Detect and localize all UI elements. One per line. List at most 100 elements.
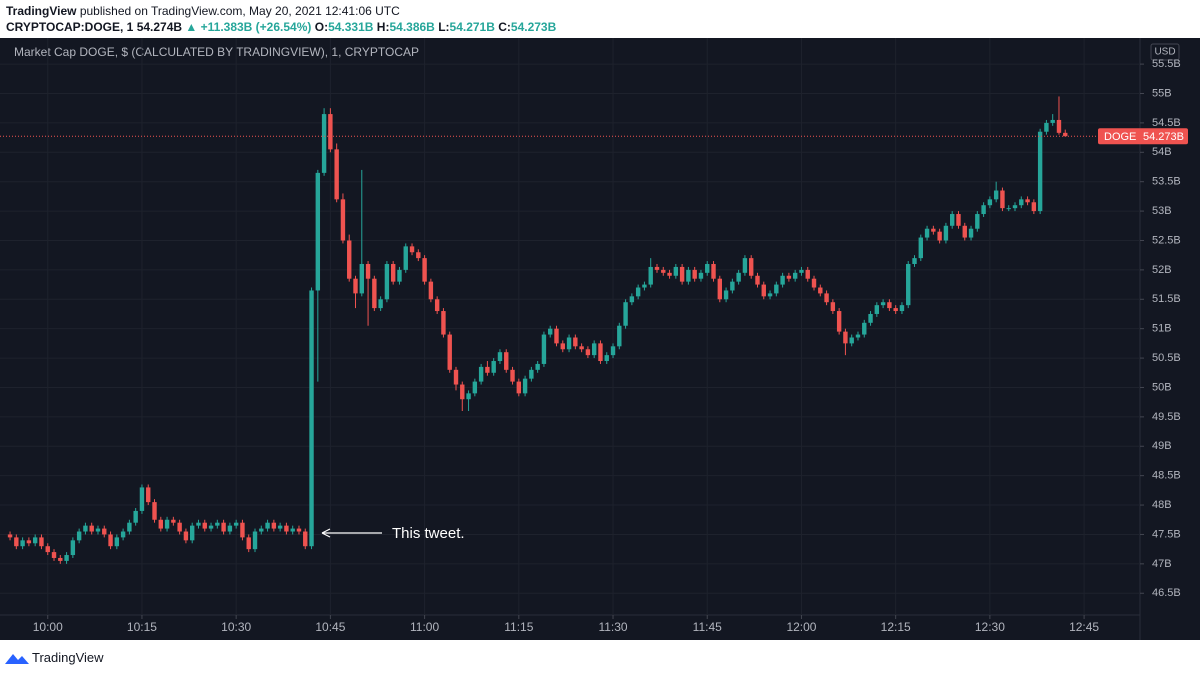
candle-body (755, 275, 760, 285)
candle-body (403, 246, 408, 270)
candle-body (277, 525, 283, 529)
symbol-line: CRYPTOCAP:DOGE, 1 54.274B ▲ +11.383B (+2… (6, 20, 556, 34)
annotation-arrowhead (321, 528, 331, 538)
candle-body (723, 290, 729, 300)
x-tick-label: 10:30 (221, 620, 251, 634)
y-tick-label: 50.5B (1152, 352, 1181, 364)
candle-body (705, 264, 710, 273)
logo-shape (5, 654, 29, 664)
y-tick-label: 49.5B (1152, 411, 1181, 423)
candles (7, 96, 1068, 564)
candle-body (353, 278, 358, 294)
candle-body (309, 290, 314, 547)
candle-body (372, 278, 377, 309)
candle-body (328, 114, 333, 150)
candle-body (824, 293, 829, 303)
candle-body (579, 346, 584, 350)
candle-body (774, 284, 779, 294)
candle-body (409, 246, 415, 253)
candle-body (359, 264, 364, 294)
candle-body (51, 552, 57, 558)
candle-body (880, 302, 886, 306)
candle-body (673, 266, 679, 276)
candle-body (962, 225, 967, 238)
chart-background (0, 38, 1200, 640)
candle-body (284, 525, 289, 532)
candle-body (742, 258, 748, 273)
candle-body (623, 302, 628, 326)
price: 54.274B (136, 20, 183, 34)
candle-body (64, 555, 69, 561)
candle-body (183, 531, 189, 541)
last-price-box (1098, 128, 1188, 145)
candle-body (7, 534, 13, 538)
candle-body (1012, 205, 1018, 209)
candle-body (70, 540, 76, 556)
candle-body (811, 278, 817, 288)
ohlc-value: 54.386B (389, 20, 435, 34)
candle-body (686, 269, 691, 282)
candle-body (95, 528, 101, 532)
y-tick-label: 53B (1152, 205, 1172, 217)
brand: TradingView (32, 650, 104, 665)
candle-body (805, 269, 810, 279)
x-tick-label: 10:15 (127, 620, 157, 634)
currency: USD (1154, 47, 1175, 58)
candle-body (460, 384, 465, 400)
candle-body (830, 302, 836, 312)
y-tick-label: 48B (1152, 499, 1172, 511)
candle-body (1063, 132, 1068, 137)
candle-body (221, 522, 226, 532)
candle-body (504, 352, 509, 370)
candle-body (949, 214, 955, 226)
candle-body (1031, 202, 1037, 212)
candle-body (127, 522, 132, 532)
candle-body (146, 487, 151, 503)
candle-body (912, 258, 917, 265)
candle-body (1006, 208, 1011, 210)
candle-body (1019, 199, 1024, 206)
candle-body (560, 343, 565, 350)
candle-body (227, 525, 233, 532)
chart: Market Cap DOGE, $ (CALCULATED BY TRADIN… (0, 38, 1200, 640)
candle-body (133, 510, 138, 523)
candle-body (158, 519, 163, 529)
candle-body (108, 534, 113, 547)
candle-body (566, 337, 572, 350)
candle-body (422, 258, 427, 282)
candle-body (604, 355, 609, 362)
candle-body (761, 284, 766, 297)
candle-body (767, 293, 773, 297)
ohlc-value: 54.271B (449, 20, 495, 34)
candle-body (780, 275, 785, 285)
candle-body (554, 328, 559, 344)
y-tick-label: 55.5B (1152, 58, 1181, 70)
candle-body (321, 114, 327, 173)
candle-body (918, 237, 923, 259)
candle-body (26, 540, 32, 544)
candle-body (485, 366, 490, 373)
candle-body (629, 296, 635, 303)
footer: TradingView (0, 640, 1200, 673)
candle-body (522, 378, 528, 394)
ohlc-label: H: (376, 20, 390, 34)
candle-body (196, 522, 201, 526)
candle-body (617, 325, 622, 347)
candle-body (14, 537, 19, 547)
y-tick-label: 52B (1152, 264, 1172, 276)
last-price-label: 54.273B (1143, 131, 1184, 143)
candle-body (347, 240, 352, 279)
candle-body (1025, 199, 1030, 203)
candle-body (259, 528, 264, 532)
y-tick-label: 52.5B (1152, 234, 1181, 246)
candle-body (642, 284, 647, 288)
candle-body (799, 269, 804, 273)
candle-body (924, 228, 930, 238)
grid (0, 38, 1140, 615)
candle-body (365, 264, 371, 279)
candle-body (139, 487, 145, 511)
candle-body (246, 537, 251, 550)
candle-body (378, 299, 383, 309)
y-tick-label: 49B (1152, 440, 1172, 452)
